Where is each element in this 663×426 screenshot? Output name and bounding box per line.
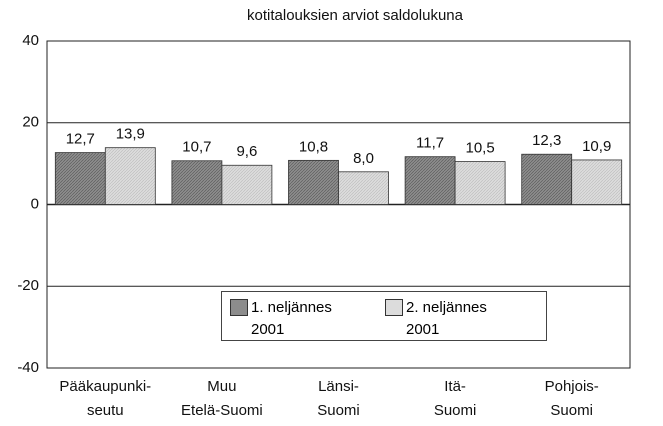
value-label: 10,5 — [465, 140, 494, 157]
y-tick-label: 0 — [31, 195, 39, 212]
legend-label: 1. neljännes 2001 — [251, 299, 332, 338]
x-tick-label: Muu — [207, 378, 236, 395]
legend-swatch — [385, 299, 403, 316]
x-tick-label: Pohjois- — [545, 378, 599, 395]
x-tick-label: Suomi — [317, 402, 360, 419]
value-label: 9,6 — [236, 143, 257, 160]
x-tick-label: seutu — [87, 402, 124, 419]
value-label: 10,8 — [299, 138, 328, 155]
y-tick-label: 40 — [22, 32, 39, 49]
bar — [571, 159, 623, 205]
x-tick-label: Länsi- — [318, 378, 359, 395]
value-label: 11,7 — [416, 135, 444, 152]
legend-swatch — [230, 299, 248, 316]
x-tick-label: Suomi — [550, 402, 593, 419]
value-label: 12,7 — [66, 131, 95, 148]
x-tick-label: Suomi — [434, 402, 477, 419]
bar — [221, 164, 273, 205]
y-tick-label: -20 — [17, 277, 39, 294]
legend: 1. neljännes 2001 2. neljännes 2001 — [221, 291, 547, 341]
bar — [54, 152, 106, 205]
bar — [288, 159, 339, 205]
legend-item: 2. neljännes 2001 — [385, 297, 504, 341]
x-tick-label: Itä- — [444, 378, 466, 395]
value-label: 8,0 — [353, 150, 374, 167]
value-label: 13,9 — [116, 126, 145, 143]
value-label: 12,3 — [532, 132, 561, 149]
x-tick-label: Pääkaupunki- — [59, 378, 151, 395]
legend-item: 1. neljännes 2001 — [230, 297, 349, 341]
legend-label: 2. neljännes 2001 — [406, 299, 487, 338]
bar — [338, 171, 389, 205]
bar — [171, 160, 223, 205]
y-tick-label: -40 — [17, 359, 39, 376]
value-label: 10,7 — [182, 139, 211, 156]
x-tick-label: Etelä-Suomi — [181, 402, 263, 419]
value-label: 10,9 — [582, 138, 611, 155]
y-tick-label: 20 — [22, 114, 39, 131]
bar — [521, 153, 573, 205]
bar — [404, 156, 456, 205]
chart-title: kotitalouksien arviot saldolukuna — [247, 7, 464, 24]
bar — [454, 161, 506, 205]
bar — [104, 147, 156, 205]
